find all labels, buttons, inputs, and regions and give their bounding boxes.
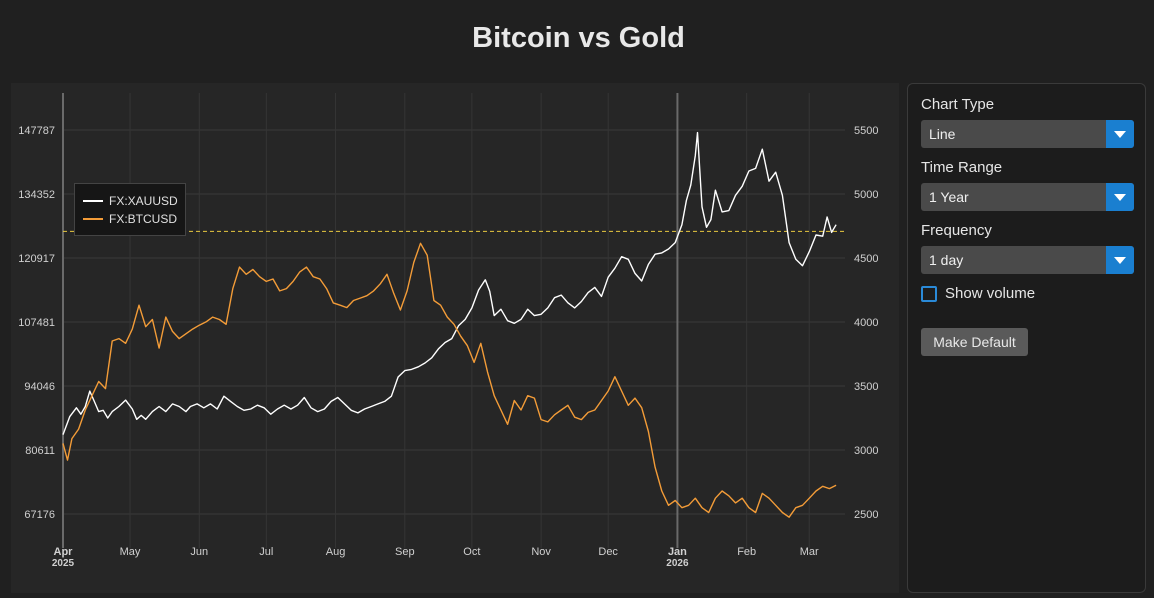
series-line-xauusd bbox=[62, 131, 837, 435]
x-axis-tick-label: Jun bbox=[190, 546, 208, 558]
chart-svg[interactable]: 67176 80611 94046 107481 120917 134352 147787 2… bbox=[11, 83, 899, 593]
chart-type-value: Line bbox=[929, 126, 956, 142]
x-axis-tick-label: Jan bbox=[668, 546, 687, 558]
x-axis-tick-label: Mar bbox=[800, 546, 819, 558]
chart-lines bbox=[62, 131, 845, 518]
chart-grid bbox=[62, 93, 845, 548]
right-axis-tick-label: 3000 bbox=[854, 445, 878, 457]
legend-item-gold[interactable]: FX:XAUUSD bbox=[83, 193, 178, 209]
x-axis-tick-label: Aug bbox=[326, 546, 346, 558]
right-axis-tick-label: 4500 bbox=[854, 253, 878, 265]
page-title: Bitcoin vs Gold bbox=[472, 22, 685, 54]
right-axis-tick-label: 5500 bbox=[854, 125, 878, 137]
x-axis-tick-label: Oct bbox=[463, 546, 480, 558]
chevron-down-icon[interactable] bbox=[1106, 246, 1134, 274]
x-axis-tick-label: Feb bbox=[737, 546, 756, 558]
show-volume-label[interactable]: Show volume bbox=[945, 285, 1036, 302]
left-axis-tick-label: 94046 bbox=[24, 381, 55, 393]
make-default-button[interactable]: Make Default bbox=[921, 328, 1028, 356]
settings-panel: Chart Type Line Time Range 1 Year Freque… bbox=[907, 83, 1146, 593]
left-axis-tick-label: 80611 bbox=[25, 445, 55, 457]
chart-type-label: Chart Type bbox=[921, 96, 995, 113]
x-axis-year-label: 2026 bbox=[666, 558, 689, 569]
chart-area[interactable]: 67176 80611 94046 107481 120917 134352 147787 2… bbox=[11, 83, 899, 593]
frequency-value: 1 day bbox=[929, 252, 964, 268]
chart-labels: 67176 80611 94046 107481 120917 134352 147787 2… bbox=[18, 125, 878, 569]
series-line-btcusd bbox=[62, 242, 837, 518]
left-axis-tick-label: 120917 bbox=[18, 253, 55, 265]
right-axis-tick-label: 4000 bbox=[854, 317, 878, 329]
right-axis-tick-label: 3500 bbox=[854, 381, 878, 393]
x-axis-tick-label: Apr bbox=[54, 546, 74, 558]
x-axis-year-label: 2025 bbox=[52, 558, 75, 569]
legend-swatch-gold bbox=[83, 200, 103, 202]
x-axis-tick-label: Sep bbox=[395, 546, 415, 558]
time-range-label: Time Range bbox=[921, 159, 1003, 176]
frequency-label: Frequency bbox=[921, 222, 992, 239]
legend-label-btc: FX:BTCUSD bbox=[109, 212, 178, 226]
chevron-down-icon[interactable] bbox=[1106, 183, 1134, 211]
x-axis-tick-label: May bbox=[120, 546, 141, 558]
show-volume-checkbox[interactable] bbox=[921, 286, 937, 302]
x-axis-tick-label: Jul bbox=[259, 546, 273, 558]
legend-label-gold: FX:XAUUSD bbox=[109, 194, 178, 208]
x-axis-tick-label: Nov bbox=[531, 546, 551, 558]
chevron-down-icon[interactable] bbox=[1106, 120, 1134, 148]
legend-item-btc[interactable]: FX:BTCUSD bbox=[83, 211, 177, 227]
chart-type-select[interactable]: Line bbox=[921, 120, 1134, 148]
time-range-select[interactable]: 1 Year bbox=[921, 183, 1134, 211]
left-axis-tick-label: 107481 bbox=[18, 317, 55, 329]
right-axis-tick-label: 5000 bbox=[854, 189, 878, 201]
left-axis-tick-label: 147787 bbox=[18, 125, 55, 137]
time-range-value: 1 Year bbox=[929, 189, 969, 205]
chart-legend: FX:XAUUSD FX:BTCUSD bbox=[74, 183, 186, 236]
left-axis-tick-label: 134352 bbox=[18, 189, 55, 201]
legend-swatch-btc bbox=[83, 218, 103, 220]
frequency-select[interactable]: 1 day bbox=[921, 246, 1134, 274]
x-axis-tick-label: Dec bbox=[598, 546, 618, 558]
right-axis-tick-label: 2500 bbox=[854, 509, 878, 521]
left-axis-tick-label: 67176 bbox=[24, 509, 55, 521]
